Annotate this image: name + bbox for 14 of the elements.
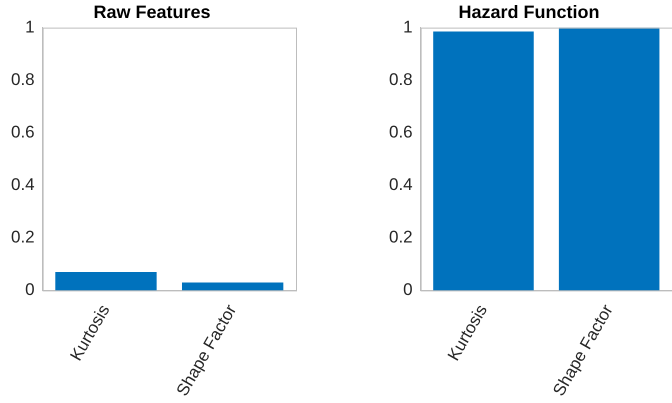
y-tick-label: 0.4 [10,174,35,194]
y-tick-label: 0 [25,280,35,300]
y-tick-label: 0.8 [388,70,413,89]
y-tick-label: 0 [403,280,413,300]
y-tick-label: 0.6 [388,122,413,142]
y-tick-label: 0.6 [10,122,35,142]
y-tick-label: 0.2 [10,228,35,247]
y-tick-label: 1 [403,17,413,36]
chart-title: Raw Features [93,2,211,22]
y-tick-label: 1 [25,17,35,36]
y-tick-label: 0.2 [388,228,413,247]
chart-title: Hazard Function [458,2,600,22]
y-tick-label: 0.8 [10,70,35,89]
y-tick-label: 0.4 [388,174,413,194]
